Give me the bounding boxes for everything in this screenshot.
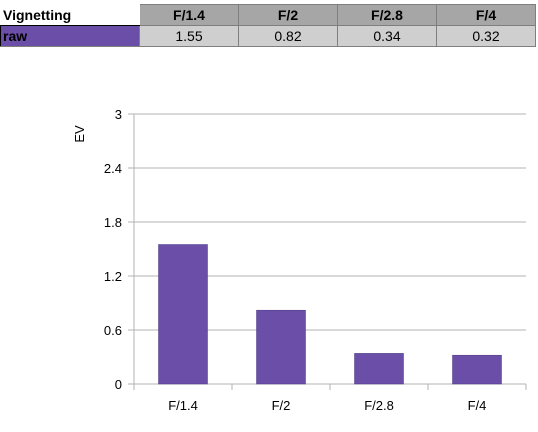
- table-header-row: Vignetting F/1.4 F/2 F/2.8 F/4: [0, 4, 536, 26]
- column-header: F/1.4: [139, 4, 239, 26]
- x-tick-label: F/1.4: [168, 398, 198, 413]
- column-header: F/4: [436, 4, 536, 26]
- y-tick-label: 3: [115, 107, 122, 122]
- y-tick-label: 2.4: [104, 161, 122, 176]
- y-tick-label: 1.8: [104, 215, 122, 230]
- bar: [256, 309, 306, 385]
- table-cell: 1.55: [139, 25, 239, 47]
- table-cell: 0.32: [436, 25, 536, 47]
- table-row: raw 1.55 0.82 0.34 0.32: [0, 25, 536, 47]
- y-axis-ticks: 0 0.6 1.2 1.8 2.4 3: [104, 107, 134, 392]
- table-corner-label: Vignetting: [0, 4, 140, 26]
- bar-chart: 0 0.6 1.2 1.8 2.4 3 F/1.4 F/2 F/2.8 F/4 EV: [72, 107, 527, 413]
- table-cell: 0.34: [337, 25, 437, 47]
- column-header: F/2: [238, 4, 338, 26]
- data-table: Vignetting F/1.4 F/2 F/2.8 F/4 raw 1.55 …: [0, 4, 536, 47]
- y-axis-label: EV: [72, 125, 87, 143]
- y-tick-label: 1.2: [104, 269, 122, 284]
- chart-bars: [158, 244, 502, 385]
- x-tick-label: F/2.8: [364, 398, 394, 413]
- column-header: F/2.8: [337, 4, 437, 26]
- bar: [354, 353, 404, 385]
- x-tick-label: F/2: [272, 398, 291, 413]
- y-tick-label: 0: [115, 377, 122, 392]
- row-label: raw: [0, 25, 140, 47]
- bar: [158, 244, 208, 385]
- bar: [452, 354, 502, 385]
- x-tick-label: F/4: [468, 398, 487, 413]
- table-cell: 0.82: [238, 25, 338, 47]
- x-axis-ticks: F/1.4 F/2 F/2.8 F/4: [133, 384, 527, 413]
- y-tick-label: 0.6: [104, 323, 122, 338]
